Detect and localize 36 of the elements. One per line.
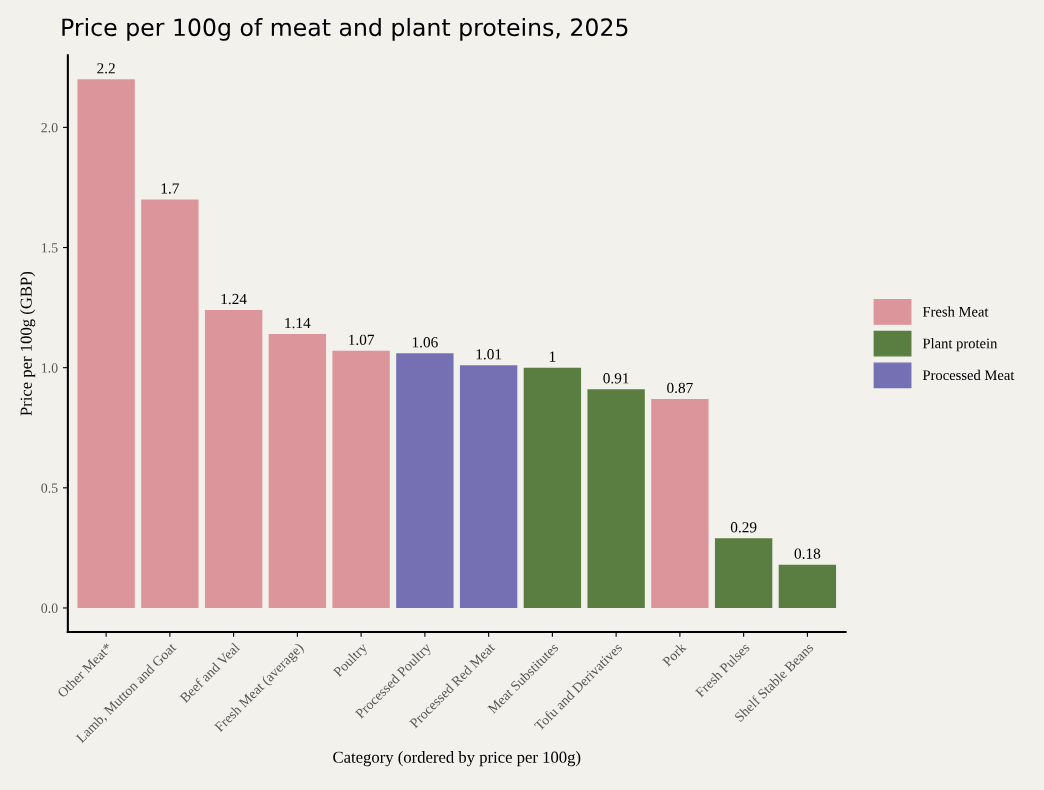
- chart-title: Price per 100g of meat and plant proteins, 2025: [62, 17, 628, 41]
- y-tick-label: 0.5: [41, 483, 58, 493]
- bar: [778, 564, 837, 608]
- data-label: 0.91: [603, 373, 629, 384]
- x-tick-label: Pork: [661, 641, 687, 667]
- y-axis-title: Price per 100g (GBP): [20, 271, 36, 416]
- bar: [587, 389, 645, 608]
- data-label: 0.18: [794, 548, 821, 559]
- bar: [141, 199, 199, 608]
- data-label: 1.7: [161, 183, 179, 194]
- bar: [459, 365, 518, 608]
- data-label: 1.24: [221, 293, 247, 305]
- y-tick-label: 1.0: [42, 363, 58, 373]
- y-tick-label: 2.0: [41, 122, 58, 133]
- legend-label: Plant protein: [922, 338, 998, 352]
- y-tick-label: 1.5: [42, 243, 58, 253]
- bar: [332, 350, 390, 608]
- bar: [714, 538, 773, 608]
- data-label: 0.87: [667, 382, 693, 394]
- legend-label: Processed Meat: [922, 369, 1015, 381]
- bar: [77, 79, 135, 608]
- data-label: 2.2: [97, 63, 115, 74]
- bar: [523, 367, 582, 608]
- bar: [396, 353, 454, 608]
- data-label: 1.07: [349, 334, 375, 346]
- bar: [204, 310, 263, 608]
- y-tick-label: 0.0: [41, 603, 58, 613]
- x-axis-title: Category (ordered by price per 100g): [333, 751, 581, 767]
- bar: [651, 398, 709, 608]
- legend-label: Fresh Meat: [922, 306, 989, 317]
- bar: [268, 334, 327, 608]
- data-label: 1.14: [285, 317, 311, 329]
- data-label: 1.01: [476, 349, 502, 360]
- data-label: 1.06: [412, 337, 438, 348]
- data-label: 1: [549, 351, 556, 362]
- data-label: 0.29: [730, 522, 757, 533]
